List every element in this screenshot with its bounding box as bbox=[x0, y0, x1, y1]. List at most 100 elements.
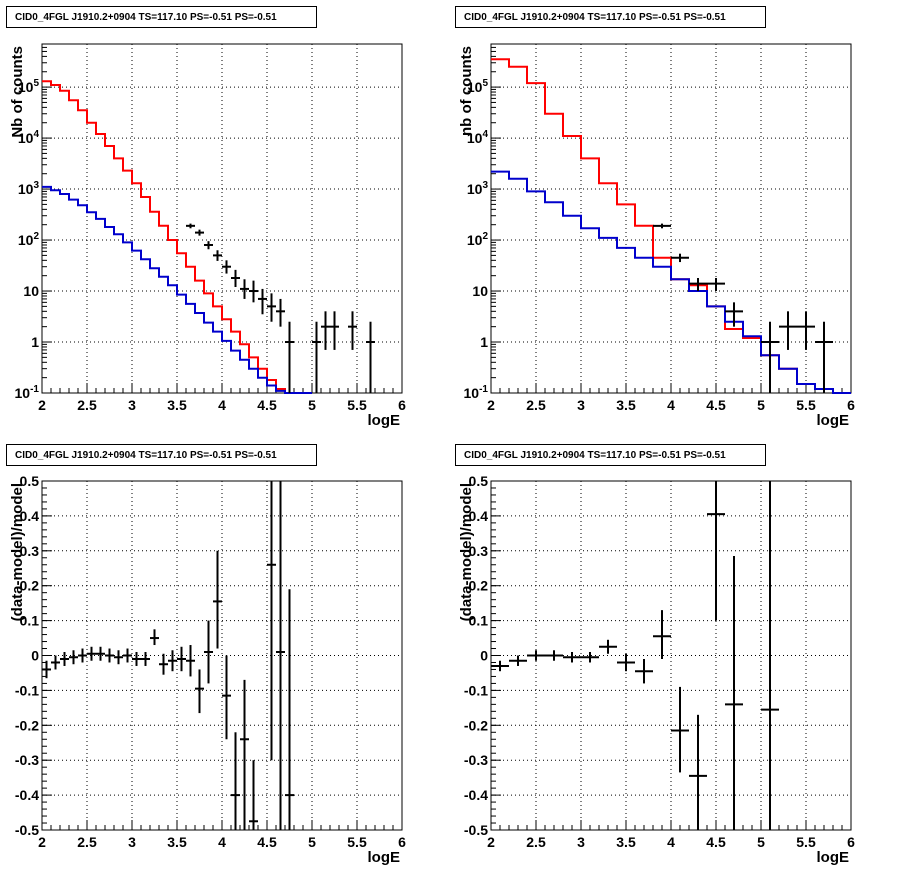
data-point bbox=[51, 655, 60, 670]
data-point bbox=[168, 650, 177, 672]
grid bbox=[42, 44, 402, 393]
data-point bbox=[222, 260, 231, 274]
y-tick-label: -0.4 bbox=[464, 787, 488, 803]
x-axis-title: logE bbox=[817, 412, 850, 429]
panel-counts-right: 2 2.5 3 3.5 4 4.5 5 5.5 6 10-1 1 10 102 103 104 105 logE… bbox=[449, 0, 898, 437]
data-point bbox=[78, 648, 87, 663]
data-point bbox=[231, 732, 240, 830]
data-point bbox=[213, 250, 222, 261]
y-tick-label: 104 bbox=[18, 129, 40, 146]
data-points bbox=[653, 223, 833, 393]
data-point bbox=[258, 288, 267, 315]
y-tick-label: 1 bbox=[480, 334, 488, 350]
data-point bbox=[249, 280, 258, 303]
counts-plot-right: 2 2.5 3 3.5 4 4.5 5 5.5 6 10-1 1 10 102 103 104 105 logE… bbox=[458, 43, 855, 429]
panel-counts-left: 2 2.5 3 3.5 4 4.5 5 5.5 6 10-1 1 10 102 103 104 105 logE… bbox=[0, 0, 449, 437]
data-point bbox=[276, 481, 285, 830]
x-axis-title: logE bbox=[368, 412, 401, 429]
y-axis-title: Nb of counts bbox=[9, 46, 26, 138]
y-tick-label: 10 bbox=[23, 283, 39, 299]
x-tick-label: 4.5 bbox=[706, 834, 726, 850]
data-point bbox=[114, 650, 123, 665]
x-tick-label: 5 bbox=[308, 397, 316, 413]
grid bbox=[491, 481, 851, 830]
x-tick-label: 5.5 bbox=[796, 397, 816, 413]
data-point bbox=[267, 481, 276, 761]
data-point bbox=[132, 652, 141, 666]
y-tick-label: 10 bbox=[472, 283, 488, 299]
x-tick-label: 6 bbox=[847, 397, 855, 413]
y-tick-label: 10-1 bbox=[464, 384, 489, 401]
data-point bbox=[545, 650, 563, 661]
data-point bbox=[671, 686, 689, 773]
data-point bbox=[249, 760, 258, 830]
data-point bbox=[707, 278, 725, 292]
axis-ticks bbox=[490, 46, 852, 394]
x-tick-label: 5 bbox=[757, 834, 765, 850]
data-point bbox=[653, 610, 671, 659]
data-point bbox=[267, 293, 276, 322]
y-tick-label: 0.4 bbox=[20, 508, 40, 524]
plot-title: CID0_4FGL J1910.2+0904 TS=117.10 PS=-0.5… bbox=[455, 6, 766, 28]
background-model-histogram bbox=[42, 185, 312, 394]
x-tick-label: 3.5 bbox=[616, 397, 636, 413]
y-axis-title: (data-model)/model bbox=[9, 483, 26, 621]
data-point bbox=[725, 556, 743, 830]
panel-residuals-right: 2 2.5 3 3.5 4 4.5 5 5.5 6 -0.5 -0.4 -0.3 -0.2 -0.1 0 0.… bbox=[449, 437, 898, 874]
y-tick-label: 1 bbox=[31, 334, 39, 350]
x-tick-label: 2 bbox=[487, 834, 495, 850]
y-tick-label: 0.1 bbox=[20, 613, 40, 629]
data-point bbox=[195, 229, 204, 236]
y-tick-label: -0.4 bbox=[15, 787, 39, 803]
x-tick-label: 4 bbox=[218, 834, 226, 850]
x-tick-label: 6 bbox=[398, 397, 406, 413]
x-tick-label: 3 bbox=[128, 397, 136, 413]
data-point bbox=[285, 321, 294, 393]
axis-ticks bbox=[490, 480, 852, 831]
grid bbox=[491, 44, 851, 393]
data-point bbox=[617, 653, 635, 672]
x-tick-label: 5 bbox=[308, 834, 316, 850]
x-tick-label: 4 bbox=[667, 397, 675, 413]
x-tick-label: 2.5 bbox=[77, 397, 97, 413]
x-tick-label: 3 bbox=[577, 397, 585, 413]
x-tick-label: 2.5 bbox=[77, 834, 97, 850]
x-tick-label: 6 bbox=[398, 834, 406, 850]
x-tick-label: 4 bbox=[218, 397, 226, 413]
y-tick-label: -0.2 bbox=[464, 717, 488, 733]
data-point bbox=[491, 660, 509, 672]
y-tick-label: 104 bbox=[467, 129, 489, 146]
data-point bbox=[635, 658, 653, 684]
data-point bbox=[231, 269, 240, 287]
y-axis-title: nb of counts bbox=[458, 46, 475, 136]
data-point bbox=[150, 629, 159, 646]
data-point bbox=[815, 321, 833, 393]
x-tick-label: 2 bbox=[38, 397, 46, 413]
axis-ticks bbox=[41, 480, 403, 831]
data-point bbox=[222, 655, 231, 740]
x-tick-label: 4.5 bbox=[257, 834, 277, 850]
data-point bbox=[42, 660, 51, 679]
x-tick-label: 4 bbox=[667, 834, 675, 850]
y-tick-label: 0.4 bbox=[469, 508, 489, 524]
x-tick-label: 5.5 bbox=[347, 397, 367, 413]
x-tick-label: 5 bbox=[757, 397, 765, 413]
data-point bbox=[285, 589, 294, 830]
x-tick-label: 5.5 bbox=[347, 834, 367, 850]
x-tick-label: 3.5 bbox=[616, 834, 636, 850]
data-point bbox=[671, 253, 689, 263]
data-point bbox=[213, 550, 222, 649]
data-point bbox=[123, 648, 132, 663]
plot-title: CID0_4FGL J1910.2+0904 TS=117.10 PS=-0.5… bbox=[6, 6, 317, 28]
data-point bbox=[204, 241, 213, 250]
data-point bbox=[707, 481, 725, 621]
data-point bbox=[761, 481, 779, 830]
data-point bbox=[96, 646, 105, 661]
y-tick-label: -0.3 bbox=[15, 752, 39, 768]
x-tick-label: 5.5 bbox=[796, 834, 816, 850]
data-point bbox=[240, 279, 249, 299]
background-model-histogram bbox=[491, 170, 851, 394]
y-tick-label: -0.5 bbox=[464, 822, 488, 838]
data-point bbox=[240, 679, 249, 830]
